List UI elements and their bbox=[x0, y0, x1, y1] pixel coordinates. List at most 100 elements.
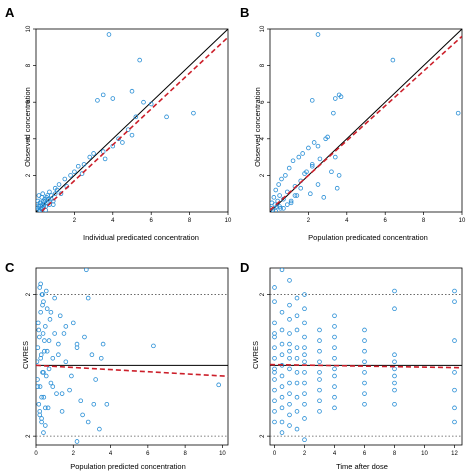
data-point bbox=[63, 359, 69, 365]
x-axis-label: Population predicted concentration bbox=[70, 462, 186, 471]
data-point bbox=[42, 348, 47, 354]
data-point bbox=[36, 377, 40, 382]
data-point bbox=[120, 140, 125, 145]
data-point bbox=[309, 98, 315, 103]
data-point bbox=[46, 366, 52, 372]
data-point bbox=[106, 32, 112, 37]
panel-letter: B bbox=[240, 5, 249, 20]
panel-letter: A bbox=[5, 5, 15, 20]
data-point bbox=[309, 162, 315, 167]
data-point bbox=[332, 373, 337, 379]
data-point bbox=[62, 176, 68, 182]
data-point bbox=[309, 163, 315, 169]
data-point bbox=[288, 198, 294, 204]
data-point bbox=[392, 366, 397, 372]
data-point bbox=[392, 306, 397, 312]
data-point bbox=[47, 189, 52, 195]
x-tick-label: 2 bbox=[73, 218, 77, 224]
x-tick-label: 4 bbox=[333, 451, 337, 457]
data-point bbox=[40, 331, 46, 336]
data-point bbox=[272, 409, 277, 414]
data-point bbox=[52, 331, 57, 336]
data-point bbox=[332, 355, 337, 361]
data-point bbox=[329, 169, 334, 175]
x-tick-label: 2 bbox=[303, 451, 307, 457]
y-tick-label: 4 bbox=[260, 136, 266, 140]
data-point bbox=[79, 171, 85, 176]
data-point bbox=[317, 387, 322, 393]
data-point bbox=[276, 182, 281, 187]
plot-frame bbox=[35, 267, 229, 446]
data-point bbox=[452, 338, 457, 343]
data-point bbox=[392, 288, 397, 294]
data-point bbox=[69, 373, 74, 379]
data-point bbox=[37, 384, 43, 389]
data-point bbox=[43, 324, 48, 329]
data-point bbox=[58, 191, 64, 197]
data-point bbox=[315, 182, 321, 187]
data-point bbox=[50, 355, 56, 361]
trend-line bbox=[39, 36, 228, 212]
panel-d: D Time after dose CWRES 0 2 4 6 8 10 12 2 2 bbox=[240, 260, 463, 471]
data-point bbox=[452, 405, 457, 411]
data-point bbox=[48, 309, 54, 315]
x-tick-label: 8 bbox=[188, 218, 192, 224]
data-point bbox=[116, 136, 121, 142]
data-point bbox=[279, 176, 284, 182]
data-point bbox=[290, 158, 296, 164]
data-point bbox=[281, 206, 286, 211]
data-point bbox=[287, 278, 292, 283]
data-point bbox=[74, 341, 80, 347]
data-point bbox=[41, 394, 47, 400]
data-point bbox=[141, 99, 146, 105]
data-point bbox=[75, 163, 81, 169]
data-point bbox=[97, 426, 102, 432]
data-point bbox=[392, 352, 397, 358]
data-point bbox=[315, 143, 321, 149]
x-tick-label: 10 bbox=[219, 451, 226, 457]
data-point bbox=[41, 430, 46, 435]
data-point bbox=[42, 338, 47, 343]
data-point bbox=[287, 355, 292, 361]
data-point bbox=[36, 384, 41, 389]
data-point bbox=[272, 299, 277, 304]
data-point bbox=[294, 345, 300, 350]
y-tick-label: 8 bbox=[260, 63, 266, 67]
data-point bbox=[392, 401, 397, 407]
data-point bbox=[362, 401, 367, 407]
data-point bbox=[304, 169, 309, 175]
data-point bbox=[302, 401, 307, 407]
y-tick-label: 2 bbox=[26, 292, 32, 296]
data-point bbox=[294, 295, 300, 301]
data-point bbox=[392, 387, 397, 393]
data-point bbox=[279, 309, 285, 315]
data-point bbox=[287, 331, 292, 336]
x-tick-label: 8 bbox=[183, 451, 187, 457]
x-axis-label: Population predicated concentration bbox=[308, 233, 428, 242]
data-point bbox=[272, 398, 277, 404]
data-point bbox=[287, 341, 292, 347]
data-point bbox=[332, 394, 337, 400]
data-point bbox=[308, 191, 313, 197]
data-point bbox=[332, 384, 337, 389]
data-point bbox=[43, 373, 49, 379]
data-point bbox=[452, 288, 457, 294]
data-point bbox=[37, 334, 42, 340]
data-point bbox=[70, 320, 76, 326]
data-point bbox=[133, 114, 139, 120]
data-point bbox=[91, 401, 97, 407]
data-point bbox=[294, 394, 300, 400]
data-point bbox=[302, 345, 307, 350]
data-point bbox=[74, 439, 80, 444]
data-point bbox=[302, 334, 307, 340]
x-tick-label: 4 bbox=[111, 218, 115, 224]
data-point bbox=[129, 132, 135, 138]
data-point bbox=[43, 405, 48, 411]
data-point bbox=[317, 359, 322, 365]
data-point bbox=[38, 281, 43, 287]
data-point bbox=[279, 430, 285, 435]
data-point bbox=[362, 391, 367, 396]
panel-letter: D bbox=[240, 260, 249, 275]
data-point bbox=[452, 299, 457, 304]
data-point bbox=[39, 394, 44, 400]
